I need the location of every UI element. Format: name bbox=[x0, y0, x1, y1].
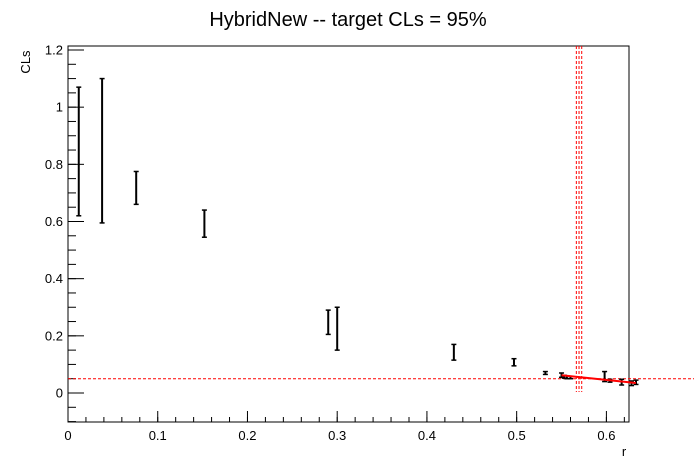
fit-line bbox=[561, 374, 637, 384]
plot-frame bbox=[67, 45, 630, 423]
error-bar bbox=[559, 372, 565, 379]
error-bar bbox=[76, 86, 82, 217]
y-tick-label: 1.2 bbox=[45, 43, 63, 58]
y-tick-label: 0.6 bbox=[45, 214, 63, 229]
y-tick-label: 0 bbox=[56, 386, 63, 401]
error-bar bbox=[451, 343, 457, 361]
error-bar bbox=[325, 309, 331, 336]
error-bar bbox=[133, 170, 139, 206]
error-bar bbox=[334, 306, 340, 351]
y-tick-label: 0.8 bbox=[45, 157, 63, 172]
error-bar bbox=[201, 209, 207, 238]
error-bar bbox=[542, 370, 548, 376]
x-axis-label: r bbox=[622, 444, 627, 459]
x-tick-label: 0.5 bbox=[508, 428, 526, 443]
x-tick-label: 0.3 bbox=[328, 428, 346, 443]
y-tick-label: 0.4 bbox=[45, 271, 63, 286]
y-axis-label: CLs bbox=[18, 50, 33, 74]
error-bar bbox=[511, 357, 517, 367]
y-tick-label: 0.2 bbox=[45, 328, 63, 343]
fit-line-group bbox=[561, 374, 637, 384]
x-tick-label: 0.6 bbox=[597, 428, 615, 443]
error-bar bbox=[99, 77, 105, 224]
x-tick-label: 0.1 bbox=[149, 428, 167, 443]
x-tick-label: 0 bbox=[64, 428, 71, 443]
reference-lines bbox=[68, 46, 694, 392]
axis-ticks: 0 0.1 0.2 0.3 0.4 0.5 0.6 0 0.2 0.4 0.6 0.8 1 1.2 bbox=[45, 43, 625, 443]
x-tick-label: 0.2 bbox=[238, 428, 256, 443]
chart-title: HybridNew -- target CLs = 95% bbox=[209, 9, 487, 31]
x-tick-label: 0.4 bbox=[418, 428, 436, 443]
data-points bbox=[76, 77, 639, 387]
y-tick-label: 1 bbox=[56, 100, 63, 115]
